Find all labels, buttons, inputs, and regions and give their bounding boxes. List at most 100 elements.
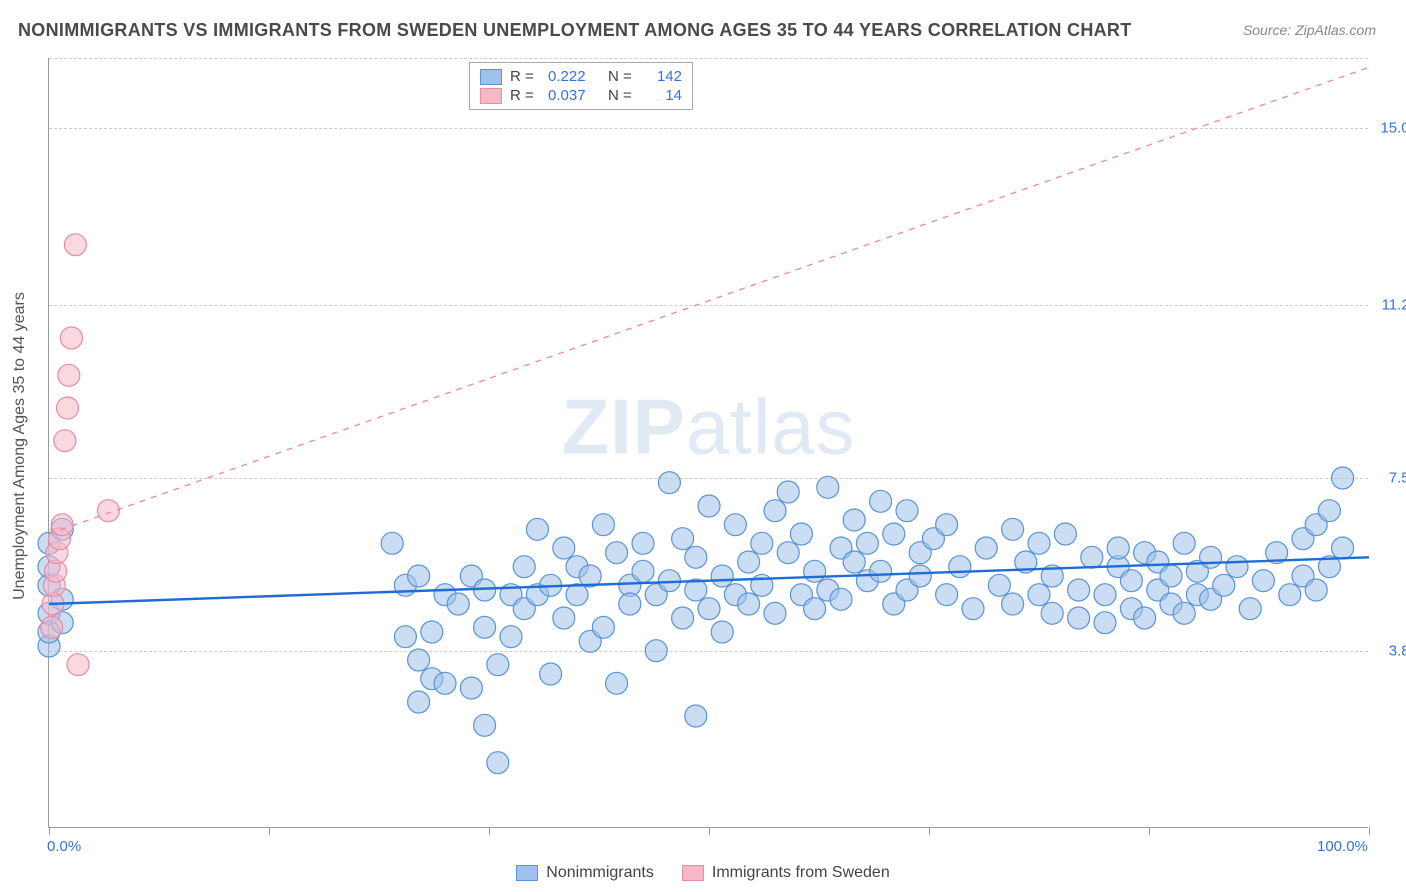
- data-point: [685, 705, 707, 727]
- data-point: [67, 654, 89, 676]
- legend-item: Nonimmigrants: [516, 864, 654, 882]
- x-tick-label: 0.0%: [47, 838, 81, 855]
- data-point: [632, 532, 654, 554]
- data-point: [606, 672, 628, 694]
- data-point: [394, 626, 416, 648]
- data-point: [1054, 523, 1076, 545]
- data-point: [60, 327, 82, 349]
- x-tick-label: 100.0%: [1317, 838, 1368, 855]
- legend-r-label: R =: [510, 68, 540, 85]
- data-point: [751, 532, 773, 554]
- data-point: [58, 364, 80, 386]
- data-point: [487, 654, 509, 676]
- data-point: [685, 546, 707, 568]
- data-point: [421, 621, 443, 643]
- data-point: [1173, 532, 1195, 554]
- data-point: [962, 598, 984, 620]
- data-point: [553, 607, 575, 629]
- correlation-chart: NONIMMIGRANTS VS IMMIGRANTS FROM SWEDEN …: [0, 0, 1406, 892]
- data-point: [64, 234, 86, 256]
- data-point: [804, 598, 826, 620]
- data-point: [777, 542, 799, 564]
- data-point: [764, 602, 786, 624]
- data-point: [1094, 612, 1116, 634]
- data-point: [474, 616, 496, 638]
- trend-line: [49, 67, 1369, 534]
- data-point: [97, 500, 119, 522]
- data-point: [1239, 598, 1261, 620]
- data-point: [711, 621, 733, 643]
- data-point: [566, 584, 588, 606]
- legend-row: R =0.037N =14: [480, 86, 682, 105]
- data-point: [500, 626, 522, 648]
- data-point: [988, 574, 1010, 596]
- x-tick: [1149, 827, 1150, 835]
- data-point: [724, 514, 746, 536]
- data-point: [1068, 579, 1090, 601]
- series-legend: NonimmigrantsImmigrants from Sweden: [0, 864, 1406, 882]
- plot-area: ZIPatlas 3.8%7.5%11.2%15.0% R =0.222N =1…: [48, 58, 1368, 828]
- legend-n-value: 142: [646, 68, 682, 85]
- chart-title: NONIMMIGRANTS VS IMMIGRANTS FROM SWEDEN …: [18, 20, 1132, 41]
- data-point: [1120, 570, 1142, 592]
- data-point: [856, 532, 878, 554]
- data-point: [592, 514, 614, 536]
- data-point: [460, 677, 482, 699]
- scatter-svg: [49, 58, 1368, 827]
- data-point: [711, 565, 733, 587]
- data-point: [870, 490, 892, 512]
- x-tick: [489, 827, 490, 835]
- data-point: [526, 518, 548, 540]
- data-point: [936, 584, 958, 606]
- data-point: [1041, 602, 1063, 624]
- x-tick: [49, 827, 50, 835]
- data-point: [804, 560, 826, 582]
- data-point: [764, 500, 786, 522]
- data-point: [909, 565, 931, 587]
- data-point: [738, 593, 760, 615]
- data-point: [672, 607, 694, 629]
- data-point: [1252, 570, 1274, 592]
- data-point: [843, 509, 865, 531]
- data-point: [553, 537, 575, 559]
- x-tick: [269, 827, 270, 835]
- data-point: [1068, 607, 1090, 629]
- data-point: [1002, 518, 1024, 540]
- legend-swatch: [516, 865, 538, 881]
- data-point: [1318, 500, 1340, 522]
- data-point: [1332, 467, 1354, 489]
- data-point: [1213, 574, 1235, 596]
- legend-r-value: 0.222: [548, 68, 600, 85]
- y-tick-label: 3.8%: [1389, 642, 1406, 659]
- data-point: [381, 532, 403, 554]
- legend-row: R =0.222N =142: [480, 67, 682, 86]
- data-point: [606, 542, 628, 564]
- data-point: [1094, 584, 1116, 606]
- data-point: [777, 481, 799, 503]
- legend-n-label: N =: [608, 87, 638, 104]
- y-tick-label: 11.2%: [1382, 297, 1406, 314]
- data-point: [1226, 556, 1248, 578]
- data-point: [1305, 579, 1327, 601]
- legend-swatch: [480, 69, 502, 85]
- legend-r-value: 0.037: [548, 87, 600, 104]
- y-axis-label: Unemployment Among Ages 35 to 44 years: [11, 292, 29, 600]
- data-point: [619, 593, 641, 615]
- data-point: [54, 430, 76, 452]
- legend-label: Nonimmigrants: [546, 864, 654, 882]
- data-point: [949, 556, 971, 578]
- legend-n-value: 14: [646, 87, 682, 104]
- data-point: [632, 560, 654, 582]
- data-point: [883, 523, 905, 545]
- data-point: [672, 528, 694, 550]
- data-point: [1107, 537, 1129, 559]
- data-point: [487, 752, 509, 774]
- source-attribution: Source: ZipAtlas.com: [1243, 22, 1376, 38]
- data-point: [1173, 602, 1195, 624]
- data-point: [645, 640, 667, 662]
- data-point: [738, 551, 760, 573]
- data-point: [1028, 584, 1050, 606]
- data-point: [843, 551, 865, 573]
- data-point: [870, 560, 892, 582]
- data-point: [1028, 532, 1050, 554]
